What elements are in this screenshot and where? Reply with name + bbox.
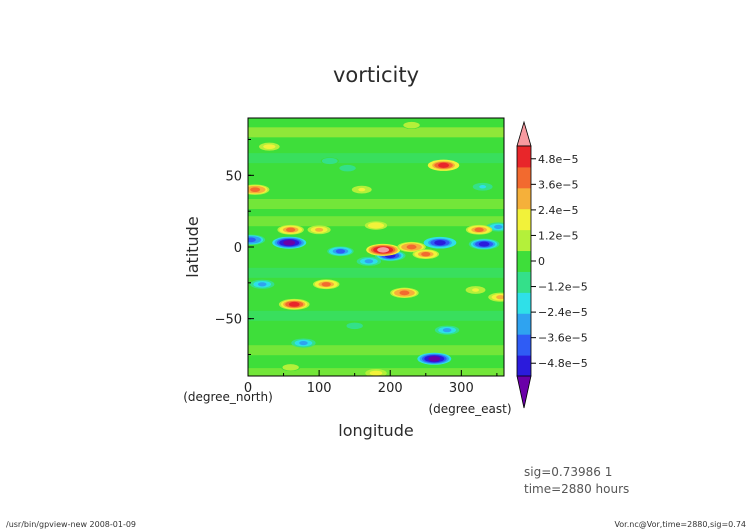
- colorbar-swatch: [517, 208, 531, 231]
- heatmap-cell: [399, 290, 410, 296]
- y-tick-label: −50: [215, 313, 242, 328]
- heatmap-cell: [283, 240, 296, 246]
- x-axis-label: longitude: [338, 421, 413, 440]
- heatmap-cell: [478, 241, 490, 247]
- heatmap-cell: [321, 282, 331, 287]
- heatmap-cell: [408, 123, 415, 127]
- colorbar-swatch: [517, 334, 531, 356]
- heatmap-cell: [494, 224, 503, 229]
- x-units-label: (degree_east): [428, 402, 511, 416]
- time-info: time=2880 hours: [524, 482, 629, 496]
- heatmap-cell: [248, 237, 256, 243]
- heatmap-cell: [344, 166, 351, 170]
- heatmap-cell: [428, 356, 441, 362]
- colorbar-tick-label: −3.6e−5: [538, 332, 588, 345]
- heatmap-cell: [372, 223, 380, 228]
- heatmap-band: [248, 310, 504, 321]
- x-axis-ticks: 0 100 200 300: [244, 370, 498, 396]
- colorbar-swatch: [517, 166, 531, 189]
- colorbar-swatch: [517, 187, 531, 210]
- x-tick-label: 0: [244, 381, 252, 396]
- y-tick-label: 50: [225, 169, 242, 184]
- colorbar-overflow-triangle: [516, 120, 532, 147]
- y-units-label: (degree_north): [183, 390, 273, 404]
- heatmap-cell: [288, 301, 300, 307]
- chart-title: vorticity: [333, 63, 419, 87]
- colorbar-swatch: [517, 355, 531, 377]
- y-axis-ticks: 50 0 −50: [215, 139, 254, 355]
- colorbar-tick-label: 4.8e−5: [538, 153, 578, 166]
- heatmap-band: [248, 127, 504, 138]
- y-tick-label: 0: [234, 241, 242, 256]
- heatmap-cell: [377, 247, 390, 253]
- heatmap-band: [248, 199, 504, 209]
- heatmap-plot-area: [247, 117, 505, 377]
- heatmap-cell: [496, 295, 504, 300]
- colorbar-tick-label: 0: [538, 255, 545, 268]
- colorbar-swatch: [517, 313, 531, 335]
- heatmap-band: [248, 216, 504, 227]
- heatmap-cell: [265, 144, 273, 149]
- heatmap-cell: [315, 227, 324, 232]
- colorbar-underflow-triangle: [516, 375, 532, 409]
- heatmap-cell: [442, 328, 452, 333]
- colorbar-tick-label: 1.2e−5: [538, 229, 578, 242]
- colorbar: [516, 120, 532, 409]
- vorticity-field: [248, 121, 504, 376]
- heatmap-cell: [438, 162, 450, 168]
- colorbar-tick-label: 2.4e−5: [538, 204, 578, 217]
- heatmap-cell: [250, 187, 261, 193]
- heatmap-cell: [434, 240, 446, 246]
- heatmap-cell: [326, 159, 333, 163]
- heatmap-cell: [474, 227, 484, 232]
- footer-left: /usr/bin/gpview-new 2008-01-09: [6, 520, 136, 529]
- heatmap-cell: [299, 340, 308, 346]
- colorbar-swatch: [517, 292, 531, 314]
- heatmap-cell: [287, 365, 294, 370]
- colorbar-ticks: 4.8e−5 3.6e−5 2.4e−5 1.2e−5 0 −1.2e−5 −2.4e−5 −…: [531, 153, 588, 370]
- heatmap-cell: [479, 185, 487, 189]
- colorbar-swatch: [517, 229, 531, 252]
- colorbar-tick-label: 3.6e−5: [538, 178, 578, 191]
- colorbar-swatch: [517, 146, 531, 168]
- footer-right: Vor.nc@Vor,time=2880,sig=0.74: [614, 520, 746, 529]
- heatmap-cell: [472, 288, 480, 292]
- heatmap-cell: [335, 249, 346, 254]
- heatmap-cell: [406, 244, 417, 250]
- heatmap-cell: [421, 251, 431, 257]
- heatmap-band: [248, 153, 504, 164]
- heatmap-cell: [351, 324, 358, 328]
- heatmap-band: [248, 267, 504, 278]
- heatmap-band: [248, 345, 504, 356]
- heatmap-cell: [358, 187, 366, 192]
- colorbar-swatch: [517, 250, 531, 272]
- x-tick-label: 300: [449, 381, 474, 396]
- heatmap-cell: [286, 227, 296, 232]
- heatmap-cell: [372, 371, 380, 375]
- y-axis-label: latitude: [183, 216, 202, 277]
- colorbar-tick-label: −1.2e−5: [538, 281, 588, 294]
- colorbar-swatch: [517, 271, 531, 293]
- x-tick-label: 100: [307, 381, 332, 396]
- colorbar-tick-label: −2.4e−5: [538, 306, 588, 319]
- heatmap-cell: [257, 282, 267, 287]
- x-tick-label: 200: [378, 381, 403, 396]
- colorbar-tick-label: −4.8e−5: [538, 357, 588, 370]
- sig-info: sig=0.73986 1: [524, 465, 612, 479]
- heatmap-cell: [364, 259, 374, 264]
